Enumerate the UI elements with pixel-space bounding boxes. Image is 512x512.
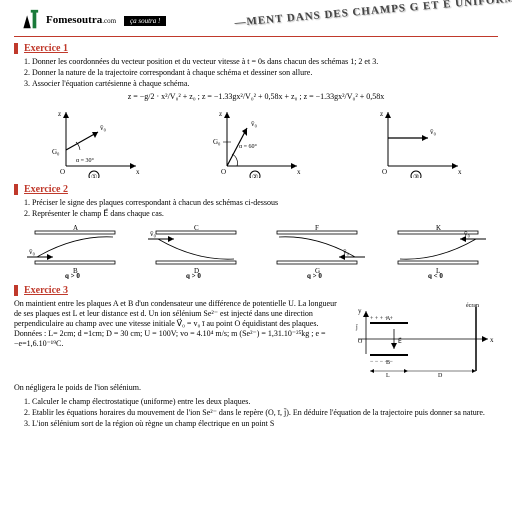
ex2-diagram-2: C D v̄₀ q > 0: [146, 223, 246, 279]
ex3-diagram: x y j̄ A + + + + + B − − − − − E⃗ O écra…: [348, 299, 498, 379]
svg-text:écran: écran: [466, 303, 479, 309]
ex3-q3: L'ion sélénium sort de la région où règn…: [32, 419, 498, 429]
svg-text:E⃗: E⃗: [398, 337, 402, 345]
svg-text:x: x: [297, 168, 301, 176]
svg-text:q > 0: q > 0: [186, 272, 201, 279]
svg-text:z: z: [58, 110, 61, 118]
svg-text:v̄₀: v̄₀: [342, 248, 349, 256]
tagline: ça soutra !: [124, 16, 166, 26]
exercice-1-body: Donner les coordonnées du vecteur positi…: [14, 57, 498, 178]
ex2-item-2: Représenter le champ E⃗ dans chaque cas.: [32, 209, 498, 219]
svg-text:α = 30°: α = 30°: [76, 157, 95, 164]
svg-text:O: O: [358, 339, 363, 345]
ex2-item-1: Préciser le signe des plaques correspond…: [32, 198, 498, 208]
svg-text:O: O: [382, 168, 387, 176]
svg-text:− − − − −: − − − − −: [370, 359, 394, 365]
svg-text:G₀: G₀: [52, 148, 60, 156]
svg-text:+ + + + +: + + + + +: [370, 316, 394, 322]
ex3-neglect: On négligera le poids de l'ion sélénium.: [14, 383, 498, 393]
exercice-1-head: Exercice 1: [14, 43, 498, 54]
ex1-item-1: Donner les coordonnées du vecteur positi…: [32, 57, 498, 67]
exercice-2-head: Exercice 2: [14, 184, 498, 195]
exercice-2-body: Préciser le signe des plaques correspond…: [14, 198, 498, 279]
svg-text:v̄₀: v̄₀: [28, 248, 35, 256]
svg-text:D: D: [438, 373, 443, 379]
ex1-equation: z = −g/2 · x²/V₀² + z₀ ; z = −1.33gx²/V₀…: [14, 92, 498, 102]
logo-text: Fomesoutra.com ça soutra !: [46, 14, 166, 26]
ex3-para1: On maintient entre les plaques A et B d'…: [14, 299, 342, 319]
logo-icon: [14, 8, 42, 32]
svg-text:v̄₀: v̄₀: [149, 230, 156, 238]
ex3-q1: Calculer le champ électrostatique (unifo…: [32, 397, 498, 407]
svg-text:q > 0: q > 0: [65, 272, 80, 279]
svg-text:y: y: [358, 307, 362, 315]
exercice-3-head: Exercice 3: [14, 285, 498, 296]
svg-text:K: K: [436, 224, 441, 232]
exercice-3-questions: On négligera le poids de l'ion sélénium.…: [14, 383, 498, 429]
svg-text:②: ②: [252, 173, 258, 178]
ex3-data: Données : L= 2cm; d =1cm; D = 30 cm; U =…: [14, 329, 342, 349]
ex2-diagram-1: A B v̄₀ q > 0: [25, 223, 125, 279]
ex1-item-3: Associer l'équation cartésienne à chaque…: [32, 79, 498, 89]
svg-text:v̄₀: v̄₀: [99, 124, 106, 132]
svg-text:q > 0: q > 0: [307, 272, 322, 279]
ex3-q2: Etablir les équations horaires du mouvem…: [32, 408, 498, 418]
svg-text:v̄₀: v̄₀: [463, 230, 470, 238]
exercice-3-body: On maintient entre les plaques A et B d'…: [14, 299, 498, 379]
svg-text:j̄: j̄: [355, 324, 358, 331]
svg-text:q < 0: q < 0: [428, 272, 443, 279]
svg-text:G₀: G₀: [213, 138, 221, 146]
svg-text:A: A: [73, 224, 78, 232]
svg-text:x: x: [458, 168, 462, 176]
svg-text:③: ③: [413, 173, 419, 178]
svg-text:v̄₀: v̄₀: [430, 128, 437, 136]
svg-text:L: L: [386, 373, 390, 379]
ex3-para2: perpendiculaire au champ avec une vitess…: [14, 319, 342, 329]
svg-text:①: ①: [91, 173, 97, 178]
svg-text:C: C: [194, 224, 199, 232]
svg-text:O: O: [221, 168, 226, 176]
svg-text:x: x: [490, 336, 494, 344]
ex1-diagram-1: x z v̄₀ α = 30° G₀ O ①: [50, 106, 140, 178]
svg-text:v̄₀: v̄₀: [251, 120, 258, 128]
ex1-diagram-2: x z v̄₀ α = 60° G₀ O ②: [211, 106, 301, 178]
svg-text:x: x: [136, 168, 140, 176]
ex2-diagram-4: K L v̄₀ q < 0: [388, 223, 488, 279]
ex2-diagram-3: F G v̄₀ q > 0: [267, 223, 367, 279]
ex1-diagram-3: x z v̄₀ O ③: [372, 106, 462, 178]
svg-text:α = 60°: α = 60°: [239, 143, 258, 150]
svg-text:F: F: [315, 224, 319, 232]
svg-text:z: z: [380, 110, 383, 118]
svg-text:z: z: [219, 110, 222, 118]
ex1-item-2: Donner la nature de la trajectoire corre…: [32, 68, 498, 78]
svg-text:O: O: [60, 168, 65, 176]
